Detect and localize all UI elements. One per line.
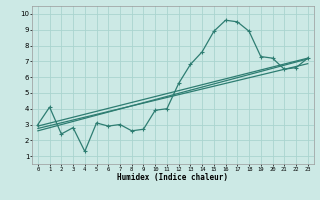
X-axis label: Humidex (Indice chaleur): Humidex (Indice chaleur): [117, 173, 228, 182]
